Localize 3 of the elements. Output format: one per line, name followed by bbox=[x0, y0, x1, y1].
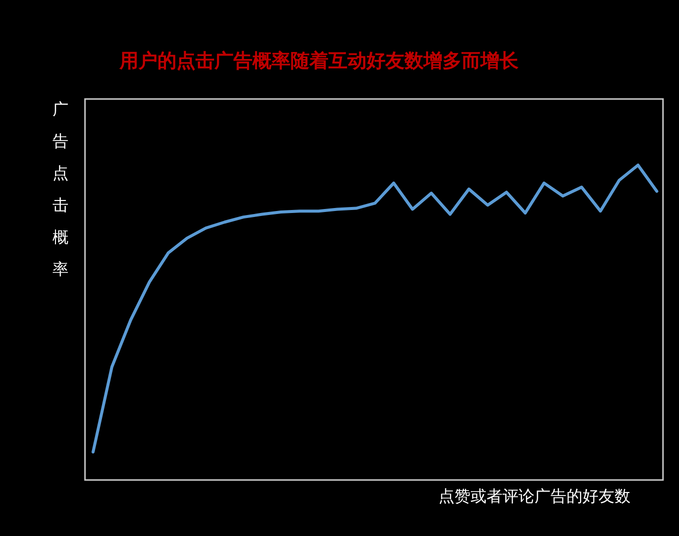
x-axis-title: 点赞或者评论广告的好友数 bbox=[438, 486, 630, 506]
y-axis-title: 广告点击概率 bbox=[52, 100, 68, 278]
chart-title: 用户的点击广告概率随着互动好友数增多而增长 bbox=[118, 50, 520, 72]
